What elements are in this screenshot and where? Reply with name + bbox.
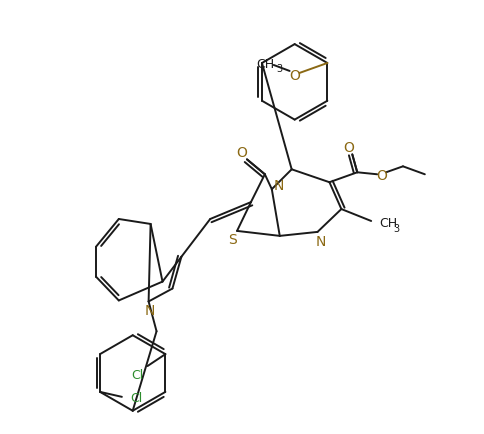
- Text: O: O: [288, 69, 300, 83]
- Text: O: O: [376, 169, 387, 183]
- Text: N: N: [315, 234, 325, 248]
- Text: N: N: [273, 179, 283, 193]
- Text: O: O: [236, 146, 247, 160]
- Text: N: N: [144, 304, 154, 318]
- Text: CH: CH: [378, 217, 396, 230]
- Text: 3: 3: [392, 224, 398, 233]
- Text: O: O: [342, 141, 353, 155]
- Text: S: S: [227, 232, 236, 246]
- Text: Cl: Cl: [130, 391, 142, 404]
- Text: 3: 3: [276, 64, 282, 74]
- Text: Cl: Cl: [131, 368, 143, 381]
- Text: CH: CH: [256, 58, 274, 71]
